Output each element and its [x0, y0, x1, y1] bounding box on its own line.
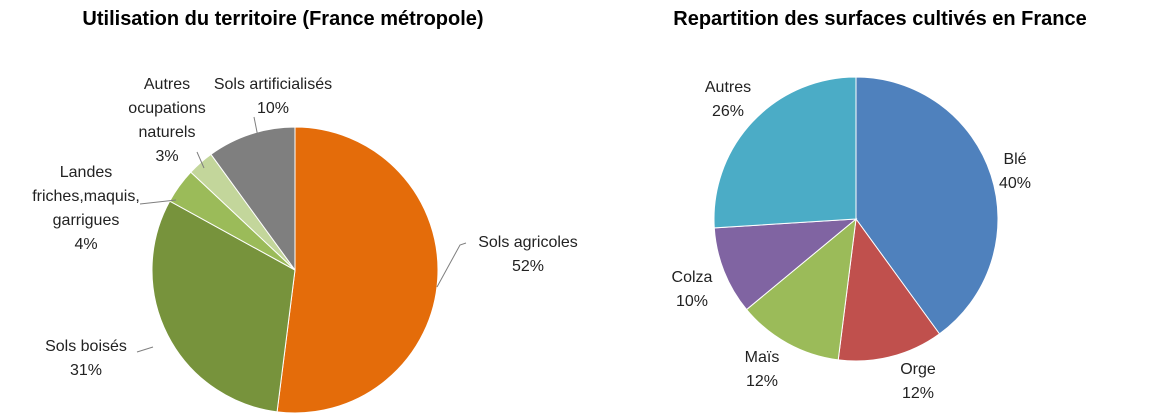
chart-title: Repartition des surfaces cultivés en Fra…: [673, 8, 1087, 30]
value-label: 3%: [155, 148, 179, 165]
leader-line: [196, 151, 205, 169]
category-name: Autres ocupations naturels: [128, 76, 206, 141]
slice-label: Blé 40%: [975, 148, 1055, 196]
leader-line: [436, 242, 467, 288]
value-label: 52%: [511, 258, 545, 275]
category-name: Landes friches,maquis, garrigues: [32, 164, 140, 229]
pie-slice: [276, 126, 439, 414]
value-label: 10%: [675, 293, 709, 310]
pie-slice: [713, 76, 857, 229]
leader-line: [136, 346, 154, 353]
leader-line: [139, 199, 177, 205]
slice-label: Autres 26%: [688, 76, 768, 124]
category-name: Autres: [704, 79, 752, 96]
slice-label: Landes friches,maquis, garrigues 4%: [21, 161, 151, 257]
pie-slice: [745, 217, 857, 361]
slice-label: Sols artificialisés 10%: [188, 73, 358, 121]
pie-slice: [855, 76, 999, 335]
category-name: Sols boisés: [45, 338, 127, 355]
pie-slice: [151, 200, 296, 413]
slice-label: Orge 12%: [878, 358, 958, 406]
pie-slice: [837, 217, 941, 362]
pie-slice: [713, 218, 858, 311]
pie-slice: [210, 126, 296, 272]
category-name: Sols agricoles: [478, 234, 578, 251]
category-name: Orge: [900, 361, 936, 378]
slice-label: Maïs 12%: [722, 346, 802, 394]
leader-line: [253, 116, 259, 138]
slice-label: Sols agricoles 52%: [458, 231, 598, 279]
category-name: Colza: [671, 269, 713, 286]
value-label: 26%: [711, 103, 745, 120]
value-label: 40%: [998, 175, 1032, 192]
value-label: 12%: [745, 373, 779, 390]
slice-label: Autres ocupations naturels 3%: [117, 73, 217, 169]
value-label: 12%: [901, 385, 935, 402]
category-name: Maïs: [744, 349, 780, 366]
category-name: Sols artificialisés: [213, 76, 333, 93]
value-label: 4%: [74, 236, 98, 253]
chart-title: Utilisation du territoire (France métrop…: [82, 8, 484, 30]
value-label: 31%: [69, 362, 103, 379]
value-label: 10%: [256, 100, 290, 117]
category-name: Blé: [1003, 151, 1027, 168]
slice-label: Sols boisés 31%: [16, 335, 156, 383]
slice-label: Colza 10%: [652, 266, 732, 314]
